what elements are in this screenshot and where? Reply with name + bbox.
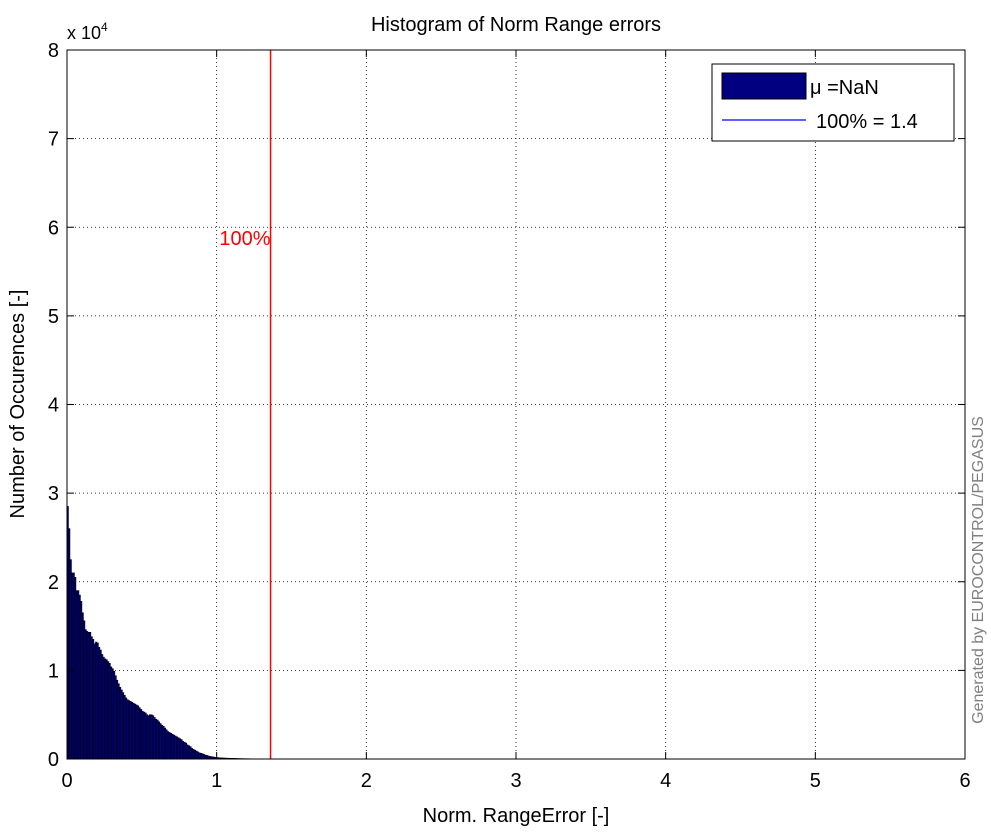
y-tick-label: 3 xyxy=(48,483,59,505)
watermark: Generated by EUROCONTROL/PEGASUS xyxy=(970,416,987,724)
x-axis-label: Norm. RangeError [-] xyxy=(423,805,610,827)
y-tick-label: 7 xyxy=(48,129,59,151)
axis-ticks: 0 1 2 3 4 5 6 0 1 2 3 4 5 6 7 8 xyxy=(48,40,971,792)
x-tick-label: 2 xyxy=(361,770,372,792)
y-multiplier-base: x 10 xyxy=(67,23,101,43)
y-multiplier-label: x 104 xyxy=(67,20,108,43)
x-tick-label: 4 xyxy=(660,770,671,792)
threshold-label: 100% xyxy=(219,228,270,250)
legend-entry-threshold: 100% = 1.4 xyxy=(816,111,918,133)
x-tick-label: 5 xyxy=(810,770,821,792)
x-tick-label: 6 xyxy=(959,770,970,792)
y-tick-label: 0 xyxy=(48,749,59,771)
y-tick-label: 5 xyxy=(48,306,59,328)
plot-area: 100% 0 1 2 3 4 5 6 0 1 2 3 4 5 6 7 8 xyxy=(48,40,971,792)
x-tick-label: 3 xyxy=(510,770,521,792)
y-tick-label: 2 xyxy=(48,572,59,594)
legend-entry-mean: μ =NaN xyxy=(810,77,879,99)
chart-title: Histogram of Norm Range errors xyxy=(371,14,661,36)
y-tick-label: 6 xyxy=(48,217,59,239)
x-tick-label: 0 xyxy=(61,770,72,792)
y-multiplier-exponent: 4 xyxy=(101,20,108,34)
y-tick-label: 8 xyxy=(48,40,59,62)
y-tick-label: 1 xyxy=(48,660,59,682)
x-tick-label: 1 xyxy=(211,770,222,792)
legend: μ =NaN 100% = 1.4 xyxy=(711,63,955,142)
histogram-bars xyxy=(66,506,270,760)
y-tick-label: 4 xyxy=(48,395,59,417)
y-axis-label: Number of Occurences [-] xyxy=(7,290,29,519)
legend-bar-swatch xyxy=(721,72,807,100)
